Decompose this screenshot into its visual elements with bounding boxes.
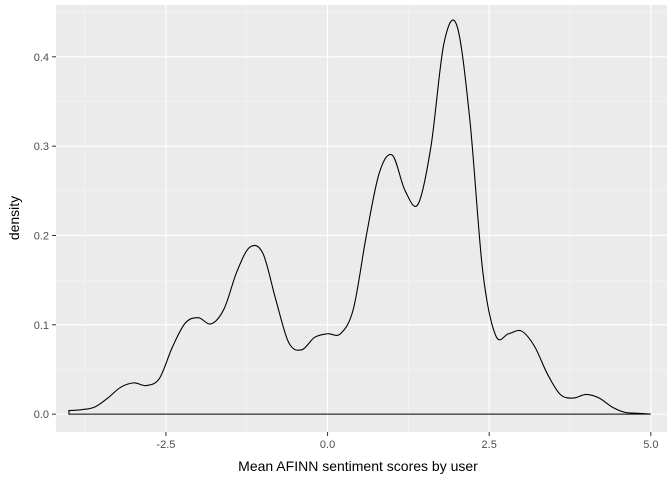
x-tick-label-2: 2.5 [482, 439, 497, 451]
x-axis-title: Mean AFINN sentiment scores by user [238, 458, 478, 474]
y-tick-label-1: 0.1 [34, 320, 49, 332]
y-axis-ticks: 0.0 0.1 0.2 0.3 0.4 [34, 52, 56, 421]
x-axis-ticks: -2.5 0.0 2.5 5.0 [156, 432, 658, 451]
x-tick-label-1: 0.0 [320, 439, 335, 451]
x-tick-label-0: -2.5 [156, 439, 175, 451]
y-axis-title: density [6, 196, 22, 240]
y-tick-label-4: 0.4 [34, 52, 49, 64]
y-tick-label-2: 0.2 [34, 230, 49, 242]
y-tick-label-3: 0.3 [34, 141, 49, 153]
density-line [68, 19, 651, 415]
y-tick-label-0: 0.0 [34, 409, 49, 421]
x-tick-label-3: 5.0 [643, 439, 658, 451]
plot-panel [56, 5, 667, 432]
grid-minor [56, 5, 667, 432]
